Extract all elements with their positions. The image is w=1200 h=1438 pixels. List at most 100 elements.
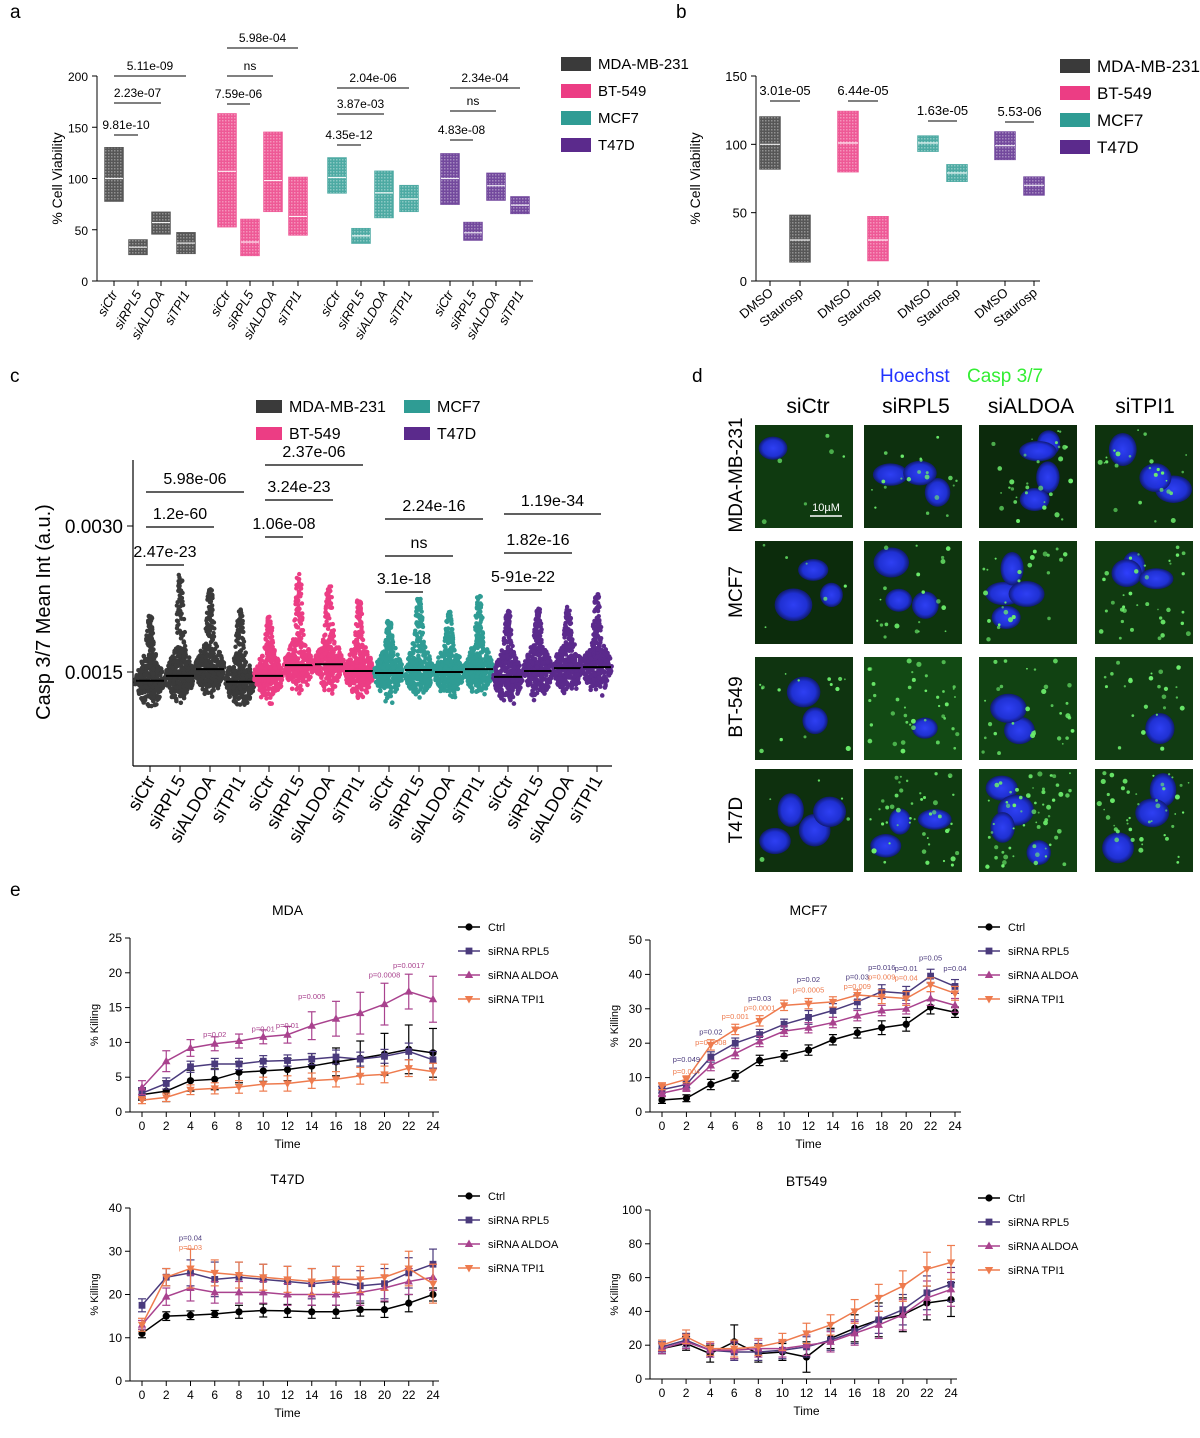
nucleus bbox=[1139, 463, 1172, 492]
data-point bbox=[269, 634, 275, 639]
data-point bbox=[208, 663, 214, 669]
data-point bbox=[204, 625, 209, 631]
casp-signal bbox=[940, 559, 946, 564]
casp-signal bbox=[1028, 774, 1033, 779]
data-point bbox=[500, 666, 506, 672]
casp-signal bbox=[805, 562, 808, 565]
casp-signal bbox=[1050, 704, 1054, 708]
nucleus bbox=[759, 827, 791, 855]
data-point bbox=[324, 668, 330, 674]
p-value-label: 2.23e-07 bbox=[114, 86, 162, 100]
nucleus bbox=[802, 707, 828, 735]
data-point bbox=[208, 690, 214, 696]
data-point bbox=[380, 665, 386, 670]
casp-signal bbox=[1168, 559, 1171, 562]
casp-signal bbox=[1043, 820, 1048, 826]
box-hatch bbox=[760, 117, 780, 169]
casp-signal bbox=[885, 821, 889, 824]
data-point bbox=[260, 688, 265, 693]
casp-signal bbox=[996, 687, 1001, 692]
casp-signal bbox=[1035, 852, 1040, 858]
casp-signal bbox=[987, 835, 991, 839]
data-point bbox=[139, 675, 144, 680]
data-point bbox=[240, 621, 245, 626]
data-point bbox=[294, 586, 299, 591]
nucleus bbox=[888, 808, 911, 835]
casp-signal bbox=[1135, 793, 1138, 796]
data-point bbox=[389, 700, 395, 706]
legend-label-mcf7: MCF7 bbox=[437, 399, 481, 416]
data-point bbox=[332, 677, 338, 683]
data-point bbox=[419, 609, 424, 614]
data-point bbox=[178, 632, 184, 637]
casp-signal bbox=[993, 659, 998, 664]
casp-signal bbox=[924, 474, 930, 480]
data-point bbox=[186, 666, 191, 671]
casp-signal bbox=[1165, 809, 1168, 812]
data-point bbox=[329, 691, 335, 696]
casp-signal bbox=[1005, 800, 1009, 804]
casp-signal bbox=[1025, 485, 1030, 490]
casp-signal bbox=[1178, 665, 1181, 668]
casp-signal bbox=[900, 477, 903, 480]
data-point bbox=[475, 670, 481, 676]
casp-signal bbox=[948, 776, 951, 778]
casp-signal bbox=[1044, 847, 1047, 850]
data-point bbox=[320, 658, 325, 664]
data-point bbox=[178, 636, 184, 641]
casp-signal bbox=[1022, 824, 1026, 827]
legend-label-bt549: BT-549 bbox=[1097, 84, 1152, 103]
data-point bbox=[418, 601, 424, 607]
data-point bbox=[267, 614, 272, 620]
data-point bbox=[313, 653, 319, 659]
column-label-sictr: siCtr bbox=[786, 395, 829, 418]
data-point bbox=[351, 680, 357, 686]
data-point bbox=[213, 681, 219, 686]
nucleus bbox=[774, 588, 813, 622]
casp-signal bbox=[1158, 669, 1164, 675]
casp-signal bbox=[1057, 430, 1060, 432]
casp-signal bbox=[1104, 685, 1108, 689]
casp-signal bbox=[994, 845, 999, 850]
casp-signal bbox=[823, 596, 828, 601]
data-point bbox=[378, 673, 383, 679]
casp-signal bbox=[944, 702, 949, 707]
data-point bbox=[223, 677, 229, 682]
data-point bbox=[152, 660, 157, 666]
data-point bbox=[143, 684, 149, 690]
casp-signal bbox=[759, 683, 762, 686]
box-hatch bbox=[105, 147, 123, 202]
p-value-label: ns bbox=[244, 59, 257, 73]
data-point bbox=[266, 622, 271, 628]
data-point bbox=[220, 663, 225, 668]
data-point bbox=[203, 677, 209, 683]
casp-signal bbox=[878, 808, 881, 811]
data-point bbox=[323, 610, 328, 615]
casp-signal bbox=[1128, 816, 1131, 820]
row-label-mcf7: MCF7 bbox=[726, 566, 747, 618]
data-point bbox=[330, 671, 335, 677]
data-point bbox=[293, 617, 298, 622]
data-point bbox=[232, 690, 237, 696]
casp-signal bbox=[1056, 736, 1062, 741]
casp-signal bbox=[838, 676, 843, 682]
casp-signal bbox=[1128, 591, 1133, 596]
casp-signal bbox=[1026, 667, 1028, 670]
data-point bbox=[287, 657, 293, 662]
casp-signal bbox=[941, 605, 947, 611]
casp-signal bbox=[1113, 507, 1118, 513]
casp-signal bbox=[1032, 787, 1034, 789]
data-point bbox=[293, 670, 298, 675]
casp-signal bbox=[1036, 825, 1041, 829]
casp-signal bbox=[1174, 813, 1177, 815]
data-point bbox=[231, 673, 236, 678]
casp-signal bbox=[1061, 742, 1064, 745]
casp-signal bbox=[1100, 778, 1106, 785]
casp-signal bbox=[934, 772, 938, 776]
casp-signal bbox=[1012, 803, 1017, 808]
data-point bbox=[238, 608, 243, 614]
casp-signal bbox=[942, 690, 945, 693]
data-point bbox=[263, 632, 268, 637]
data-point bbox=[181, 671, 187, 676]
